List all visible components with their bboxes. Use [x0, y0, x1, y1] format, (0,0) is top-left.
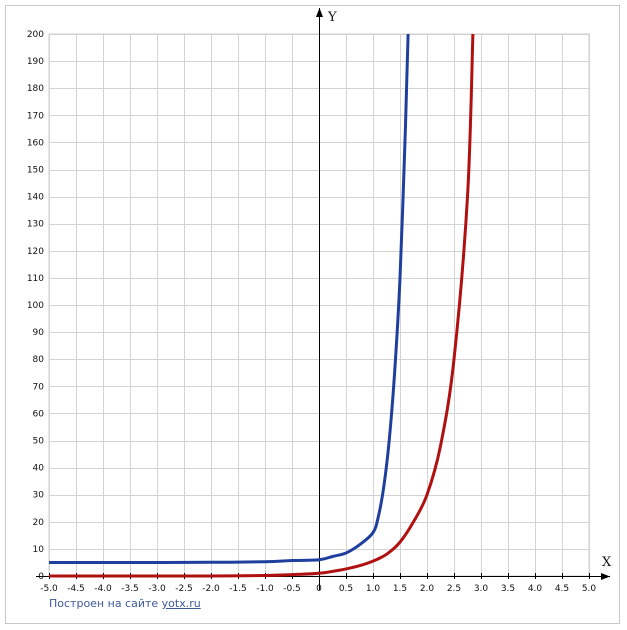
- series-line-2: [49, 33, 475, 578]
- x-tick-label: 4.5: [555, 584, 569, 594]
- x-tick-label: -3.5: [121, 584, 139, 594]
- series-group: [49, 33, 475, 578]
- credit-prefix: Построен на сайте: [49, 597, 162, 610]
- x-tick-label: -2.0: [202, 584, 220, 594]
- y-tick-label: 110: [27, 274, 44, 284]
- y-axis-arrow: [316, 8, 323, 17]
- x-tick-label: -4.0: [94, 584, 112, 594]
- y-tick-label: 140: [27, 193, 44, 203]
- x-tick-label: 1.0: [366, 584, 381, 594]
- x-tick-label: -4.5: [67, 584, 85, 594]
- x-tick-label: 2.0: [420, 584, 435, 594]
- y-tick-label: 170: [27, 111, 44, 121]
- x-tick-label: 2.5: [447, 584, 461, 594]
- y-axis-label: Y: [327, 10, 337, 25]
- y-tick-label: 50: [33, 437, 45, 447]
- x-tick-label: -2.5: [175, 584, 193, 594]
- series-line-1: [49, 33, 410, 564]
- y-tick-label: 150: [27, 166, 44, 176]
- y-tick-label: 190: [27, 57, 44, 67]
- x-tick-label: 4.0: [528, 584, 543, 594]
- x-tick-label: -1.5: [229, 584, 247, 594]
- x-tick-label: 3.5: [501, 584, 515, 594]
- x-tick-label: 3.0: [474, 584, 489, 594]
- y-tick-label: 70: [33, 382, 45, 392]
- credit-link[interactable]: yotx.ru: [161, 597, 201, 610]
- y-tick-label: 30: [33, 491, 45, 501]
- y-tick-label: 160: [27, 138, 44, 148]
- y-tick-label: 120: [27, 247, 44, 257]
- x-axis-label: X: [602, 555, 612, 570]
- x-tick-label: -0.5: [283, 584, 301, 594]
- credit-line: Построен на сайте yotx.ru: [49, 597, 201, 610]
- y-tick-label: 100: [27, 301, 44, 311]
- tick-labels: -5.0 -4.5 -4.0 -3.5 -3.0 -2.5 -2.0 -1.5 -1.0 -0.5…: [27, 30, 597, 594]
- x-tick-label: 1.5: [393, 584, 407, 594]
- x-axis-arrow: [601, 573, 610, 580]
- y-tick-label: 180: [27, 84, 44, 94]
- x-tick-label: 0.5: [339, 584, 353, 594]
- y-tick-label: 10: [33, 545, 45, 555]
- y-tick-label: 0: [38, 572, 44, 582]
- y-tick-label: 90: [33, 328, 45, 338]
- y-tick-label: 60: [33, 409, 45, 419]
- y-tick-label: 200: [27, 30, 44, 40]
- y-tick-label: 40: [33, 464, 45, 474]
- x-tick-label: -1.0: [256, 584, 274, 594]
- axes: [36, 8, 610, 590]
- x-tick-label: 5.0: [582, 584, 597, 594]
- y-tick-label: 130: [27, 220, 44, 230]
- y-tick-label: 20: [33, 518, 45, 528]
- x-tick-label: 0: [316, 584, 322, 594]
- x-tick-label: -5.0: [40, 584, 58, 594]
- chart-frame: [5, 5, 620, 624]
- x-tick-label: -3.0: [148, 584, 166, 594]
- y-tick-label: 80: [33, 355, 45, 365]
